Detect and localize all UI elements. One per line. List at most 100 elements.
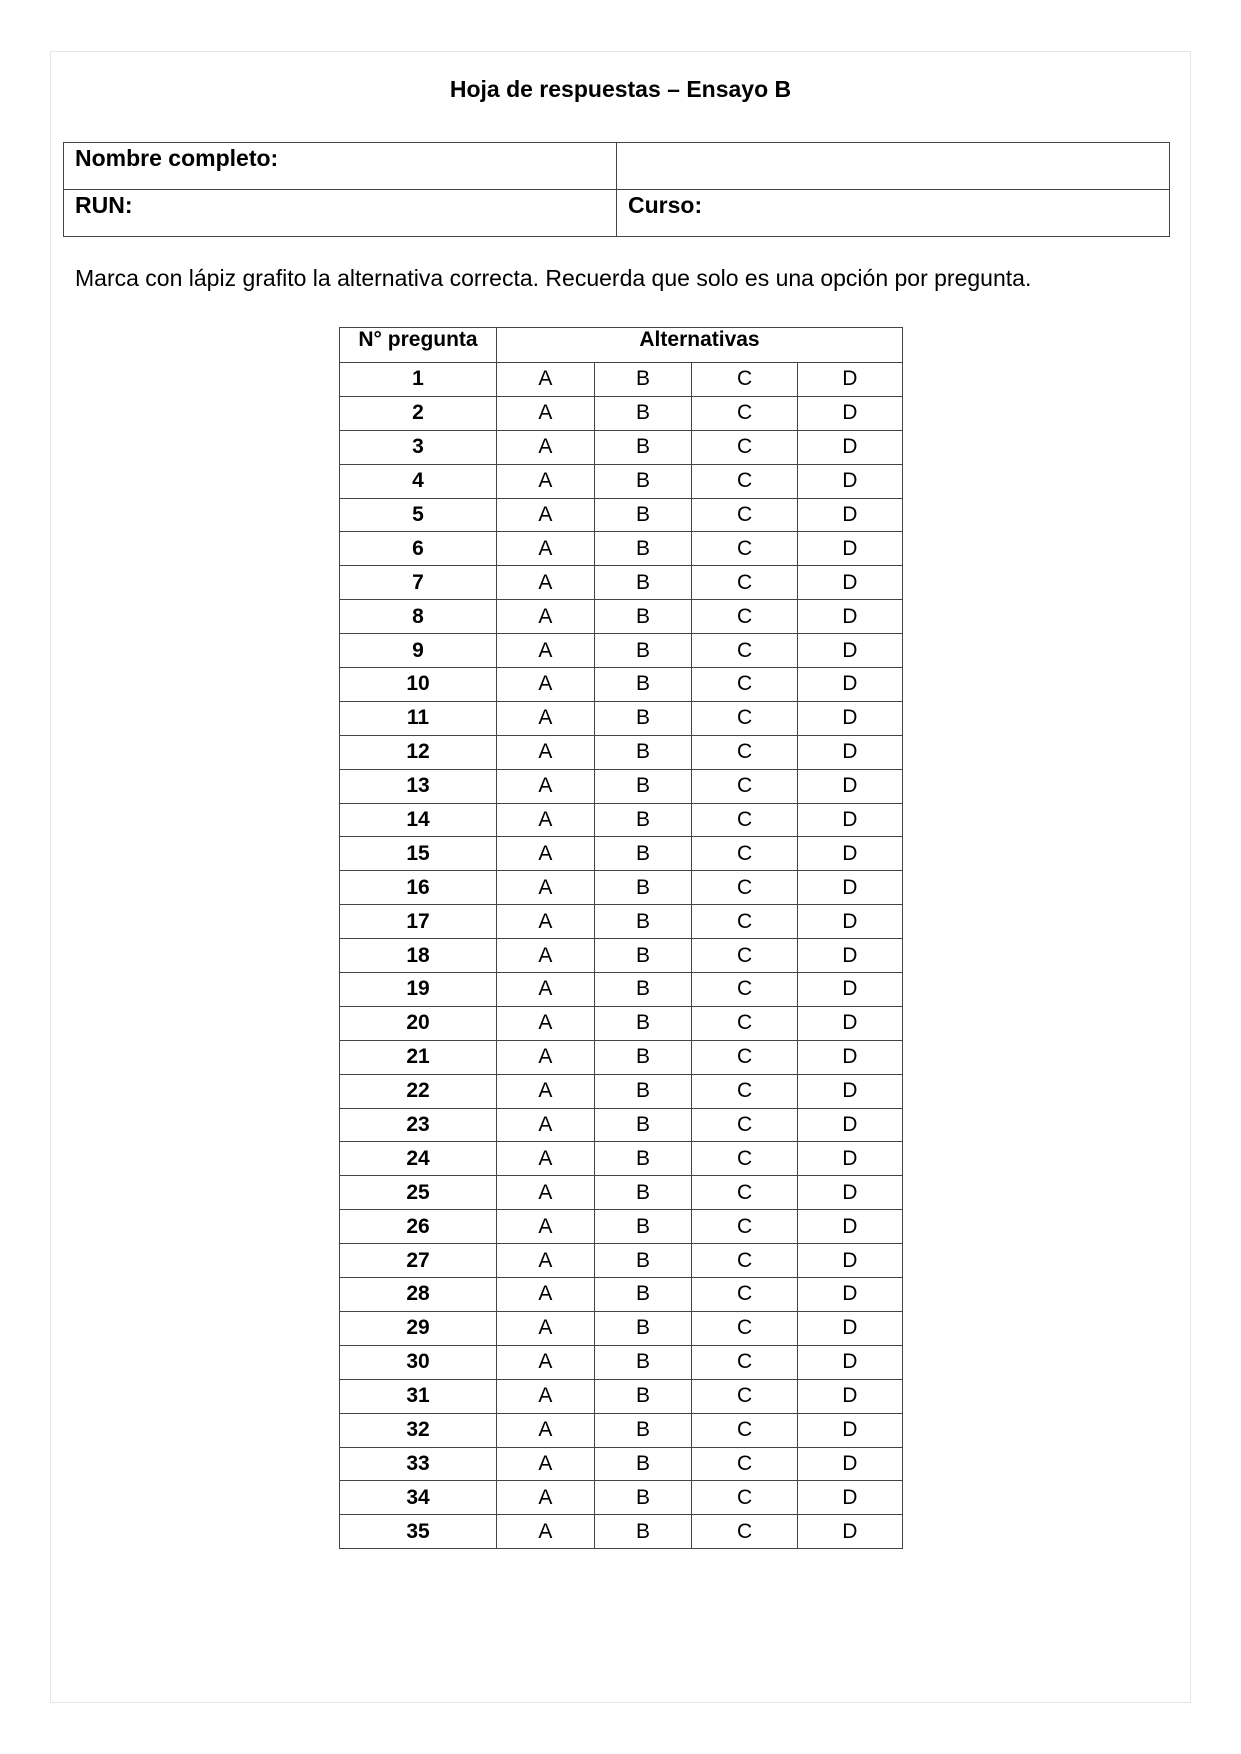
- option-b[interactable]: B: [593, 565, 693, 601]
- option-d[interactable]: D: [796, 633, 904, 669]
- option-c[interactable]: C: [691, 1243, 798, 1279]
- option-b[interactable]: B: [593, 972, 693, 1007]
- option-d[interactable]: D: [796, 1480, 904, 1516]
- option-b[interactable]: B: [593, 870, 693, 906]
- option-b[interactable]: B: [593, 362, 693, 397]
- option-c[interactable]: C: [691, 1141, 798, 1177]
- option-b[interactable]: B: [593, 1446, 693, 1482]
- option-c[interactable]: C: [691, 1073, 798, 1109]
- option-d[interactable]: D: [796, 1175, 904, 1211]
- option-d[interactable]: D: [796, 1310, 904, 1346]
- option-c[interactable]: C: [691, 768, 798, 804]
- option-d[interactable]: D: [796, 463, 904, 499]
- option-b[interactable]: B: [593, 1107, 693, 1143]
- option-a[interactable]: A: [496, 429, 595, 465]
- option-c[interactable]: C: [691, 802, 798, 838]
- option-b[interactable]: B: [593, 1378, 693, 1414]
- option-a[interactable]: A: [496, 1412, 595, 1448]
- option-c[interactable]: C: [691, 531, 798, 567]
- option-d[interactable]: D: [796, 531, 904, 567]
- option-c[interactable]: C: [691, 463, 798, 499]
- option-b[interactable]: B: [593, 395, 693, 431]
- option-a[interactable]: A: [496, 1141, 595, 1177]
- option-a[interactable]: A: [496, 362, 595, 397]
- option-a[interactable]: A: [496, 633, 595, 669]
- option-d[interactable]: D: [796, 1141, 904, 1177]
- option-a[interactable]: A: [496, 768, 595, 804]
- option-a[interactable]: A: [496, 836, 595, 872]
- option-d[interactable]: D: [796, 1005, 904, 1041]
- option-c[interactable]: C: [691, 429, 798, 465]
- option-b[interactable]: B: [593, 904, 693, 940]
- option-b[interactable]: B: [593, 938, 693, 974]
- course-field[interactable]: Curso:: [616, 189, 1170, 237]
- option-d[interactable]: D: [796, 700, 904, 736]
- option-d[interactable]: D: [796, 1514, 904, 1550]
- option-d[interactable]: D: [796, 599, 904, 635]
- option-d[interactable]: D: [796, 802, 904, 838]
- option-c[interactable]: C: [691, 565, 798, 601]
- option-d[interactable]: D: [796, 734, 904, 770]
- option-b[interactable]: B: [593, 836, 693, 872]
- option-c[interactable]: C: [691, 1209, 798, 1245]
- option-b[interactable]: B: [593, 1310, 693, 1346]
- option-b[interactable]: B: [593, 633, 693, 669]
- option-d[interactable]: D: [796, 1412, 904, 1448]
- option-d[interactable]: D: [796, 1446, 904, 1482]
- option-a[interactable]: A: [496, 1378, 595, 1414]
- option-a[interactable]: A: [496, 1344, 595, 1380]
- option-a[interactable]: A: [496, 1107, 595, 1143]
- option-a[interactable]: A: [496, 938, 595, 974]
- option-b[interactable]: B: [593, 1039, 693, 1075]
- option-b[interactable]: B: [593, 667, 693, 702]
- option-b[interactable]: B: [593, 599, 693, 635]
- option-a[interactable]: A: [496, 870, 595, 906]
- option-a[interactable]: A: [496, 700, 595, 736]
- run-field[interactable]: RUN:: [63, 189, 617, 237]
- option-b[interactable]: B: [593, 463, 693, 499]
- option-b[interactable]: B: [593, 1073, 693, 1109]
- option-a[interactable]: A: [496, 1175, 595, 1211]
- option-a[interactable]: A: [496, 1005, 595, 1041]
- option-d[interactable]: D: [796, 904, 904, 940]
- option-b[interactable]: B: [593, 1005, 693, 1041]
- option-c[interactable]: C: [691, 497, 798, 533]
- option-d[interactable]: D: [796, 429, 904, 465]
- option-c[interactable]: C: [691, 734, 798, 770]
- option-c[interactable]: C: [691, 972, 798, 1007]
- option-c[interactable]: C: [691, 1005, 798, 1041]
- option-b[interactable]: B: [593, 1277, 693, 1312]
- option-d[interactable]: D: [796, 497, 904, 533]
- option-a[interactable]: A: [496, 904, 595, 940]
- option-b[interactable]: B: [593, 1344, 693, 1380]
- option-d[interactable]: D: [796, 972, 904, 1007]
- option-d[interactable]: D: [796, 938, 904, 974]
- option-d[interactable]: D: [796, 1344, 904, 1380]
- option-c[interactable]: C: [691, 938, 798, 974]
- option-c[interactable]: C: [691, 904, 798, 940]
- option-c[interactable]: C: [691, 1412, 798, 1448]
- option-a[interactable]: A: [496, 972, 595, 1007]
- option-a[interactable]: A: [496, 1073, 595, 1109]
- option-a[interactable]: A: [496, 734, 595, 770]
- option-a[interactable]: A: [496, 1514, 595, 1550]
- option-d[interactable]: D: [796, 1107, 904, 1143]
- option-b[interactable]: B: [593, 1243, 693, 1279]
- option-b[interactable]: B: [593, 1175, 693, 1211]
- option-b[interactable]: B: [593, 1514, 693, 1550]
- option-b[interactable]: B: [593, 700, 693, 736]
- option-b[interactable]: B: [593, 734, 693, 770]
- option-c[interactable]: C: [691, 1446, 798, 1482]
- option-c[interactable]: C: [691, 1344, 798, 1380]
- option-a[interactable]: A: [496, 1480, 595, 1516]
- option-d[interactable]: D: [796, 836, 904, 872]
- option-a[interactable]: A: [496, 1277, 595, 1312]
- option-c[interactable]: C: [691, 1039, 798, 1075]
- option-b[interactable]: B: [593, 1209, 693, 1245]
- option-d[interactable]: D: [796, 667, 904, 702]
- option-c[interactable]: C: [691, 1175, 798, 1211]
- option-d[interactable]: D: [796, 870, 904, 906]
- option-a[interactable]: A: [496, 565, 595, 601]
- option-c[interactable]: C: [691, 1514, 798, 1550]
- option-c[interactable]: C: [691, 667, 798, 702]
